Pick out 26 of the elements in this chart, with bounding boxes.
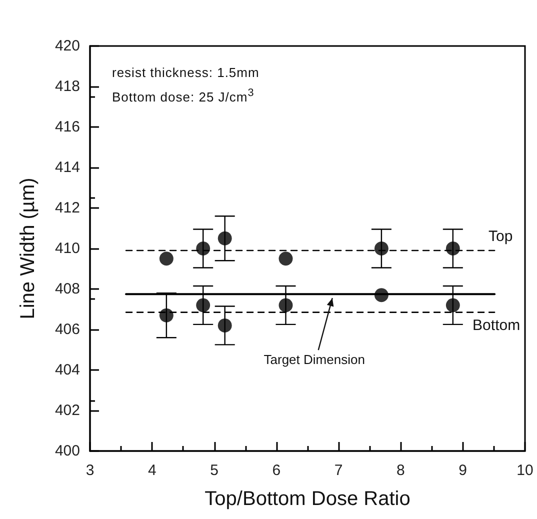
y-tick-label: 404 <box>54 362 80 378</box>
series-label: Bottom <box>472 316 520 334</box>
x-tick-label: 9 <box>458 462 468 479</box>
x-tick-label: 3 <box>86 462 94 479</box>
y-tick-label: 412 <box>54 200 80 216</box>
y-tick-label: 410 <box>54 240 80 257</box>
annotation: Target Dimension <box>264 352 365 368</box>
series-label: Top <box>488 228 513 246</box>
y-tick-label: 414 <box>54 159 80 176</box>
y-tick-label: 416 <box>54 118 80 136</box>
x-tick-label: 10 <box>516 462 534 479</box>
annotation: resist thickness: 1.5mm <box>112 64 260 82</box>
x-tick-label: 8 <box>396 462 405 479</box>
y-tick-label: 400 <box>54 442 80 460</box>
x-tick-label: 7 <box>334 462 343 479</box>
y-tick-label: 408 <box>54 280 80 298</box>
y-tick-label: 402 <box>54 402 80 419</box>
x-axis-title: Top/Bottom Dose Ratio <box>204 488 410 510</box>
annotation: Bottom dose: 25 J/cm$^{3}$ <box>112 86 254 106</box>
y-axis-title: Line Width (µm) <box>17 178 39 320</box>
x-tick-label: 5 <box>210 462 218 479</box>
x-tick-label: 6 <box>272 462 281 479</box>
y-tick-label: 406 <box>54 321 80 338</box>
y-tick-label: 420 <box>54 38 80 54</box>
x-tick-label: 4 <box>148 462 156 479</box>
y-tick-label: 418 <box>54 78 80 95</box>
